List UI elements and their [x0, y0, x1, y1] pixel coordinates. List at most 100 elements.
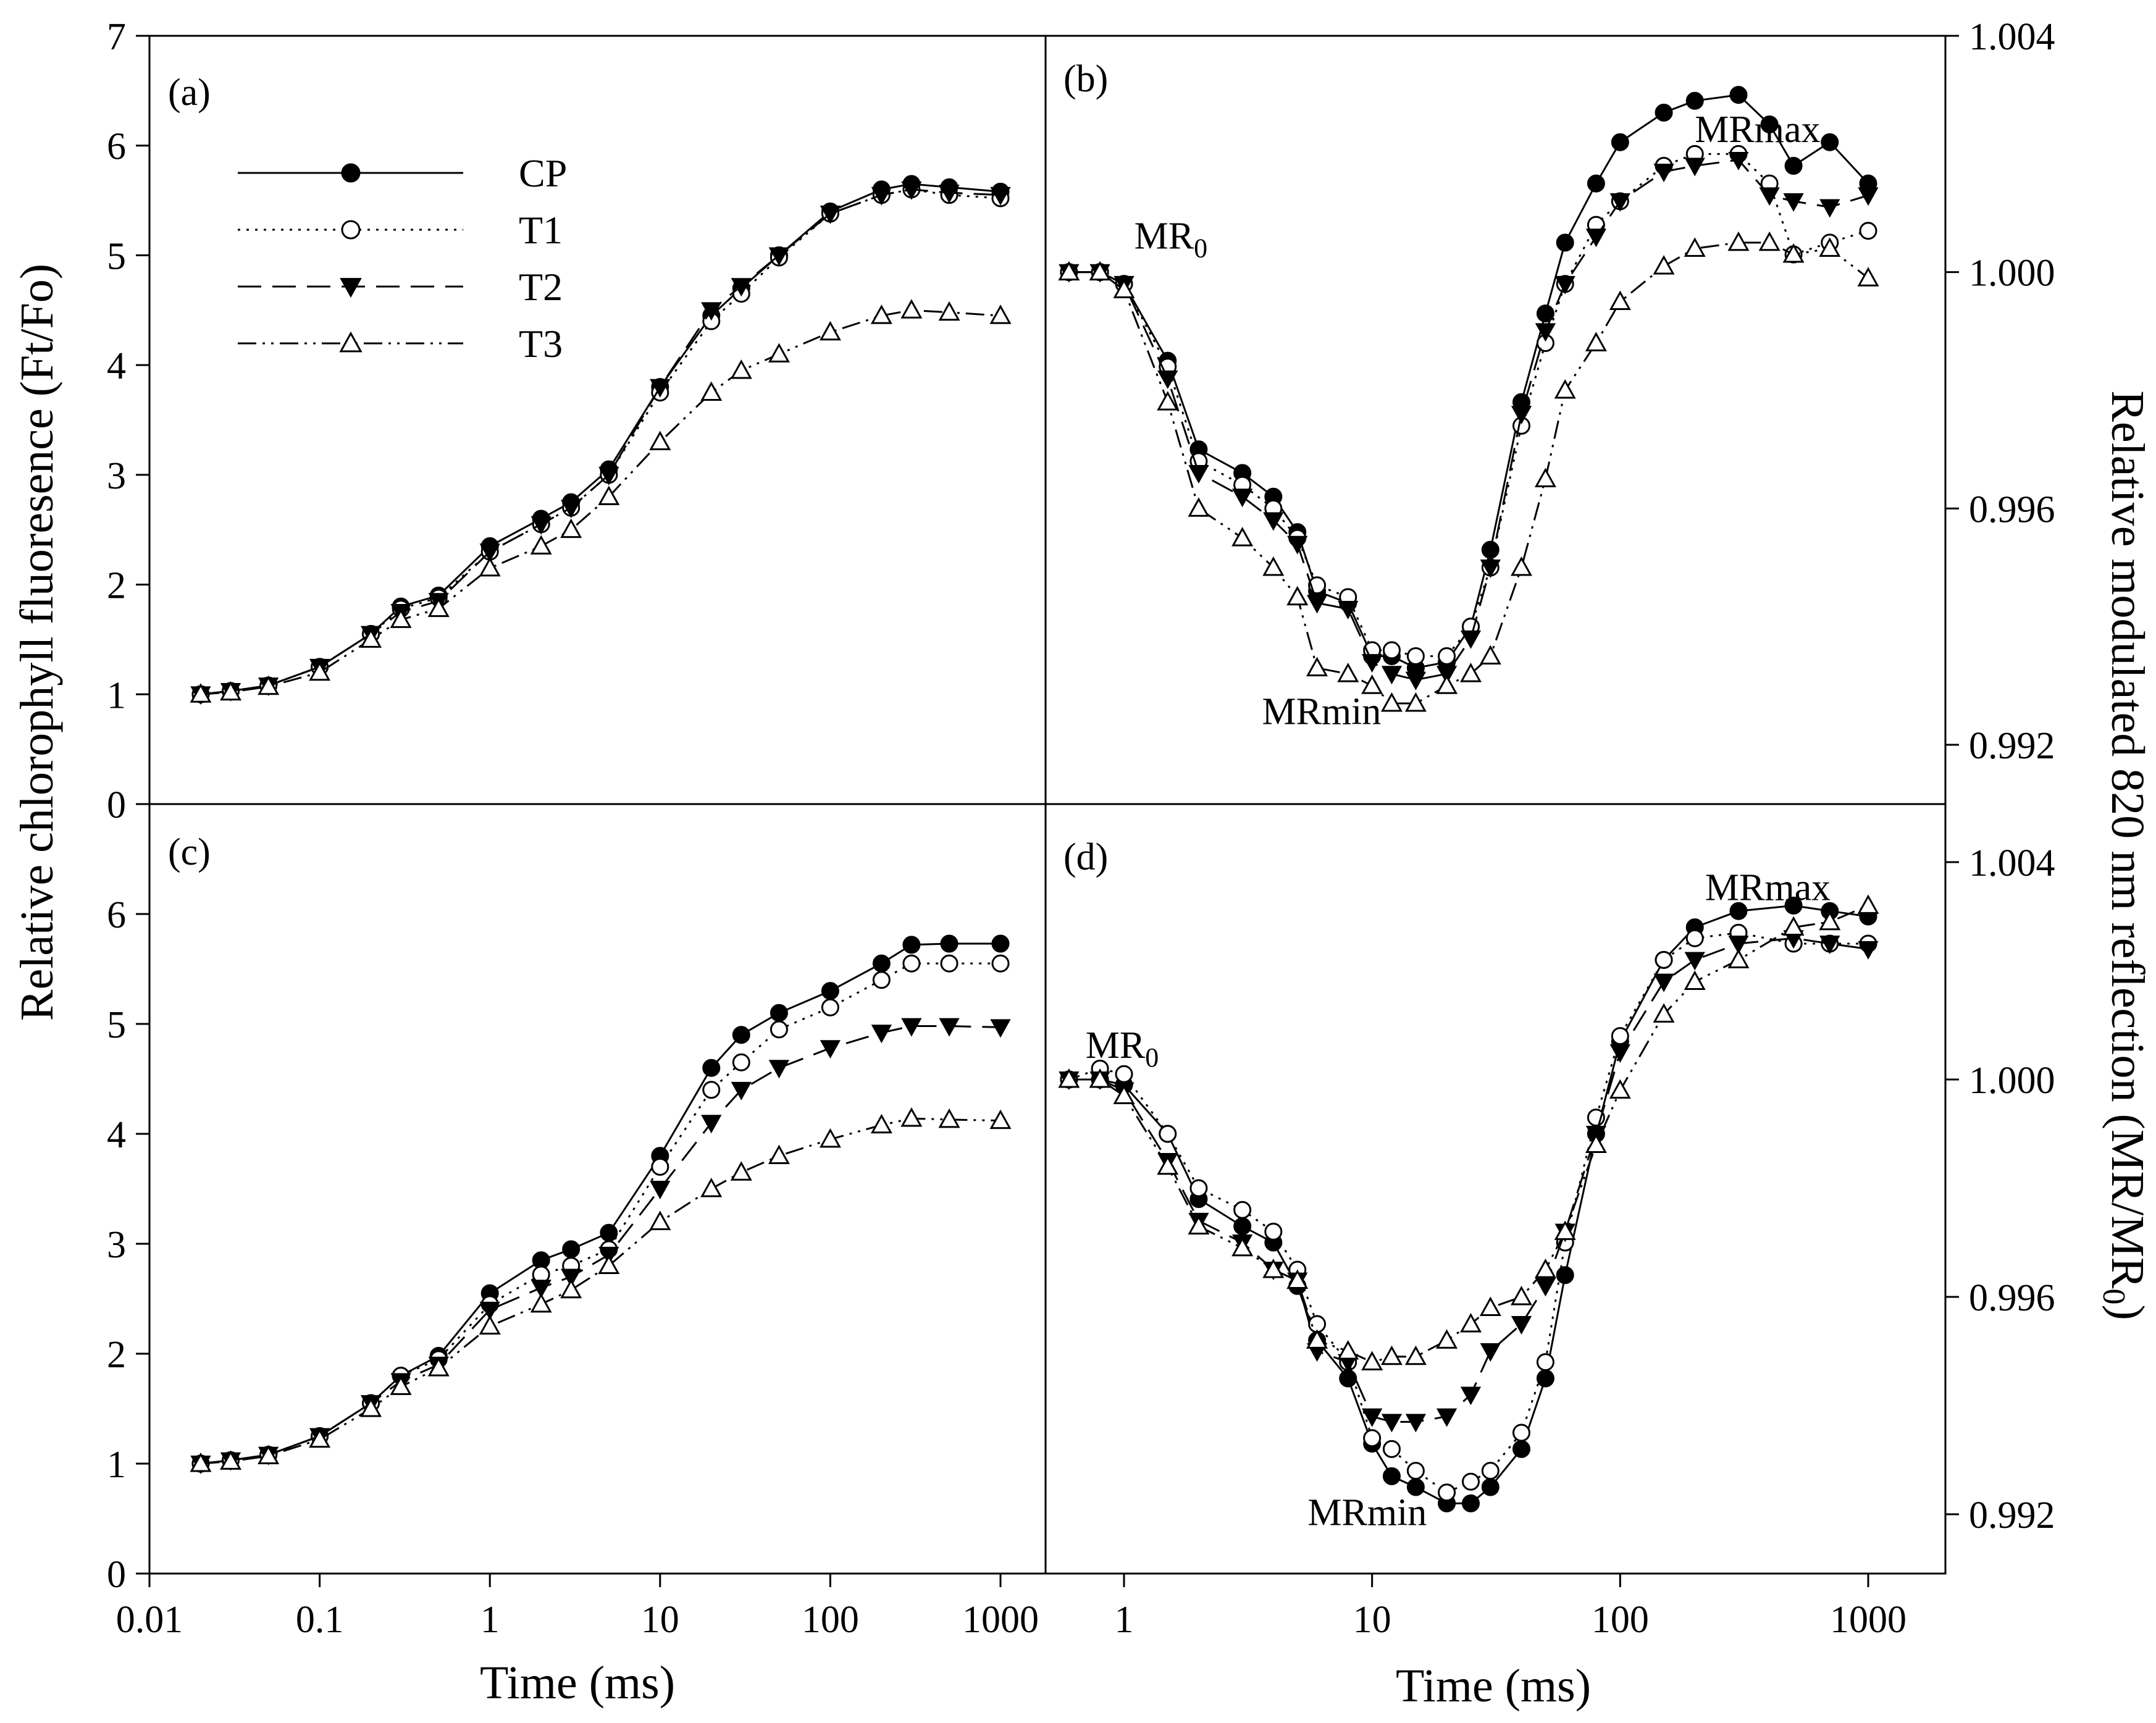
data-point [1404, 1345, 1427, 1365]
data-point [1684, 237, 1706, 257]
data-point [1089, 1068, 1111, 1088]
data-point [768, 1060, 790, 1079]
annotation-sub: 0 [1145, 1042, 1159, 1073]
data-point [821, 982, 839, 1000]
data-point [871, 187, 892, 206]
data-point [600, 1223, 618, 1242]
data-point [427, 597, 450, 618]
y-tick-label: 7 [107, 16, 126, 58]
data-point [1363, 1429, 1382, 1448]
data-point [1585, 1133, 1607, 1154]
y-tick-label: 0.996 [1969, 1277, 2055, 1319]
data-point [1406, 1462, 1425, 1480]
y-tick-label: 5 [107, 1004, 126, 1046]
data-point [1286, 585, 1309, 606]
data-point [1113, 279, 1135, 298]
data-point [730, 1161, 752, 1181]
legend: CP T1 T2 T3 [238, 151, 567, 366]
data-point [1404, 692, 1427, 712]
legend-label: T2 [519, 265, 563, 309]
data-point [1587, 174, 1605, 193]
data-point [702, 1059, 721, 1077]
data-point [1337, 663, 1359, 682]
data-point [1821, 133, 1839, 151]
data-point [1231, 488, 1253, 508]
data-point [1479, 645, 1501, 664]
annotation: MR0 [1135, 215, 1207, 263]
data-point [1481, 1478, 1500, 1496]
data-point [1819, 237, 1841, 257]
data-point [1362, 1408, 1383, 1427]
data-point [1188, 464, 1209, 484]
data-point [1535, 323, 1556, 342]
data-point [1782, 916, 1805, 936]
data-point [1859, 222, 1877, 240]
data-point [1728, 151, 1749, 170]
data-point [940, 954, 958, 973]
data-point [1287, 535, 1308, 555]
data-point [870, 304, 892, 324]
data-point [1115, 1065, 1133, 1083]
panel-label: (b) [1063, 58, 1108, 100]
x-tick-label: 1 [480, 1599, 500, 1641]
data-point [309, 661, 331, 681]
data-point [1510, 1285, 1532, 1306]
data-point [531, 1280, 552, 1299]
data-point [1381, 1414, 1403, 1433]
panel-label: (c) [168, 831, 211, 873]
data-point [1554, 379, 1576, 399]
data-point [650, 379, 671, 398]
data-point [1609, 193, 1630, 212]
data-point [1858, 941, 1879, 960]
data-point [902, 954, 921, 973]
data-point [1362, 654, 1383, 673]
annotation: MR0 [1086, 1025, 1159, 1073]
data-point [1438, 647, 1456, 665]
data-point [1653, 164, 1674, 183]
xlabel-left: Time (ms) [480, 1657, 675, 1709]
data-point [1462, 1472, 1480, 1491]
data-point [1188, 497, 1210, 517]
x-tick-label: 1000 [962, 1599, 1039, 1641]
y-tick-label: 0.992 [1969, 1495, 2055, 1536]
data-point [731, 1081, 752, 1100]
series-T3 [1058, 894, 1879, 1371]
legend-label: T3 [519, 322, 563, 366]
panel-c: (c) 0 1 2 3 4 5 6 0.01 0.1 1 10 100 1000 [107, 803, 1047, 1641]
data-point [649, 1210, 671, 1230]
data-point [1058, 1068, 1080, 1088]
data-point [1727, 231, 1750, 251]
data-point [1481, 1462, 1500, 1480]
data-point [1685, 91, 1704, 110]
legend-marker [339, 331, 363, 353]
data-point [1534, 467, 1556, 487]
data-point [1758, 231, 1781, 251]
y-tick-label: 6 [107, 126, 126, 168]
right-ylabel-close: ) [2102, 1304, 2154, 1320]
y-tick-label: 1 [107, 674, 126, 716]
data-point [560, 518, 582, 539]
data-point [989, 304, 1012, 324]
annotation: MRmin [1262, 691, 1381, 733]
data-point [1157, 370, 1178, 389]
y-tick-label: 1.000 [1969, 1060, 2055, 1102]
data-point [427, 1357, 450, 1377]
right-ylabel: Relative modulated 820 nm reflection (MR… [2096, 390, 2154, 1320]
data-point [258, 675, 280, 695]
data-point [1189, 1179, 1208, 1197]
data-point [900, 299, 923, 319]
data-point [700, 1177, 723, 1197]
data-point [1536, 304, 1554, 323]
data-point [1760, 115, 1779, 133]
data-point [1783, 193, 1804, 212]
data-point [1480, 560, 1501, 579]
series-T3 [190, 1107, 1012, 1472]
data-point [1536, 1369, 1554, 1388]
data-point [219, 1450, 241, 1470]
data-point [900, 1107, 923, 1127]
data-point [1231, 1236, 1254, 1257]
y-tick-label: 1 [107, 1444, 126, 1486]
data-point [598, 485, 620, 505]
data-point [1479, 1296, 1501, 1317]
